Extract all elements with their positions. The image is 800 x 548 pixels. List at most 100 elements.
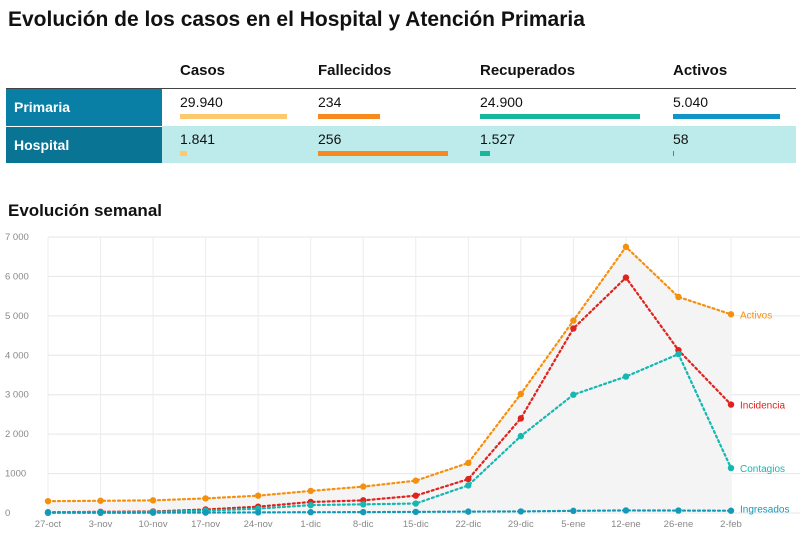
series-line-incidencia [46, 275, 733, 514]
table-cell: 1.527 [480, 131, 515, 156]
cell-bar [673, 151, 674, 156]
cell-value: 256 [318, 131, 342, 147]
axis-labels: 0 1000 2 000 3 000 4 000 5 000 6 000 7 000 27-oc… [5, 232, 789, 530]
cell-bar [180, 151, 187, 156]
x-tick-label: 5-ene [561, 519, 585, 530]
x-tick-label: 26-ene [664, 519, 694, 530]
y-tick-label: 7 000 [5, 232, 29, 243]
y-tick-label: 1000 [5, 469, 26, 480]
table-cell: 1.841 [180, 131, 215, 156]
x-tick-label: 15-dic [403, 519, 429, 530]
data-point [727, 311, 735, 318]
data-point [570, 391, 577, 398]
cell-value: 5.040 [673, 94, 709, 110]
x-tick-label: 1-dic [300, 519, 321, 530]
row-label: Primaria [6, 89, 162, 126]
data-point [360, 501, 367, 508]
data-point [517, 390, 525, 398]
data-point [675, 293, 682, 301]
page-title: Evolución de los casos en el Hospital y … [8, 8, 585, 31]
series-line-contagios [46, 352, 733, 514]
data-point [412, 500, 419, 507]
data-point [412, 508, 419, 516]
data-point [675, 507, 682, 514]
data-point [727, 507, 735, 514]
cell-bar [673, 114, 780, 119]
x-tick-label: 29-dic [508, 519, 534, 530]
data-point [360, 508, 367, 516]
column-header-recuperados: Recuperados [480, 62, 576, 79]
series-points [44, 243, 735, 517]
y-tick-label: 3 000 [5, 390, 29, 401]
data-point [517, 508, 525, 515]
cell-bar [318, 114, 380, 119]
data-point [465, 459, 472, 467]
x-tick-label: 2-feb [720, 519, 742, 530]
data-point [97, 497, 104, 504]
table-row-primaria: Primaria 29.940 234 24.900 5.040 [6, 89, 796, 126]
table-cell: 5.040 [673, 94, 780, 119]
data-point [360, 483, 367, 490]
data-point [97, 509, 104, 517]
column-header-fallecidos: Fallecidos [318, 62, 392, 79]
data-point [622, 274, 630, 281]
cell-value: 29.940 [180, 94, 223, 110]
data-point [622, 373, 630, 380]
data-point [254, 492, 262, 499]
data-point [149, 509, 157, 516]
series-lines [46, 245, 733, 514]
active-area-shading [48, 246, 731, 513]
cell-value: 1.841 [180, 131, 216, 147]
table-cell: 234 [318, 94, 380, 119]
cell-bar [318, 151, 448, 156]
series-line-ingresados [46, 509, 733, 514]
column-header-activos: Activos [673, 62, 728, 79]
cell-bar [180, 114, 287, 119]
data-point [622, 243, 630, 251]
table-cell: 58 [673, 131, 689, 156]
cell-value: 1.527 [480, 131, 516, 147]
cell-value: 58 [673, 131, 689, 147]
x-tick-label: 10-nov [139, 519, 168, 530]
x-tick-label: 22-dic [455, 519, 481, 530]
summary-table: Casos Fallecidos Recuperados Activos Pri… [6, 52, 796, 163]
y-tick-label: 4 000 [5, 350, 29, 361]
x-tick-label: 12-ene [611, 519, 641, 530]
x-tick-label: 3-nov [89, 519, 113, 530]
series-label: Contagios [740, 464, 785, 475]
data-point [307, 487, 314, 495]
data-point [622, 507, 630, 514]
data-point [307, 501, 314, 509]
data-point [254, 509, 262, 516]
data-point [149, 497, 157, 504]
series-line-activos [46, 245, 733, 503]
table-cell: 24.900 [480, 94, 640, 119]
table-cell: 256 [318, 131, 448, 156]
data-point [44, 497, 52, 505]
cell-value: 234 [318, 94, 342, 110]
x-tick-label: 8-dic [353, 519, 374, 530]
data-point [202, 495, 209, 502]
data-point [517, 432, 525, 440]
y-tick-label: 5 000 [5, 311, 29, 322]
row-label: Hospital [6, 126, 162, 163]
table-cell: 29.940 [180, 94, 287, 119]
line-chart: 0 1000 2 000 3 000 4 000 5 000 6 000 7 000 27-oc… [5, 232, 800, 530]
data-point [727, 401, 735, 408]
series-label: Ingresados [740, 505, 789, 516]
data-point [570, 507, 577, 515]
data-point [570, 325, 577, 332]
y-tick-label: 6 000 [5, 271, 29, 282]
x-tick-label: 17-nov [191, 519, 220, 530]
series-label: Incidencia [740, 401, 785, 412]
cell-value: 24.900 [480, 94, 523, 110]
data-point [465, 508, 472, 515]
y-tick-label: 0 [5, 508, 10, 519]
y-tick-label: 2 000 [5, 429, 29, 440]
chart-subtitle: Evolución semanal [8, 201, 162, 220]
x-tick-label: 27-oct [35, 519, 62, 530]
data-point [465, 475, 472, 483]
cell-bar [480, 114, 640, 119]
table-row-hospital: Hospital 1.841 256 1.527 58 [6, 126, 796, 163]
data-point [570, 317, 577, 324]
